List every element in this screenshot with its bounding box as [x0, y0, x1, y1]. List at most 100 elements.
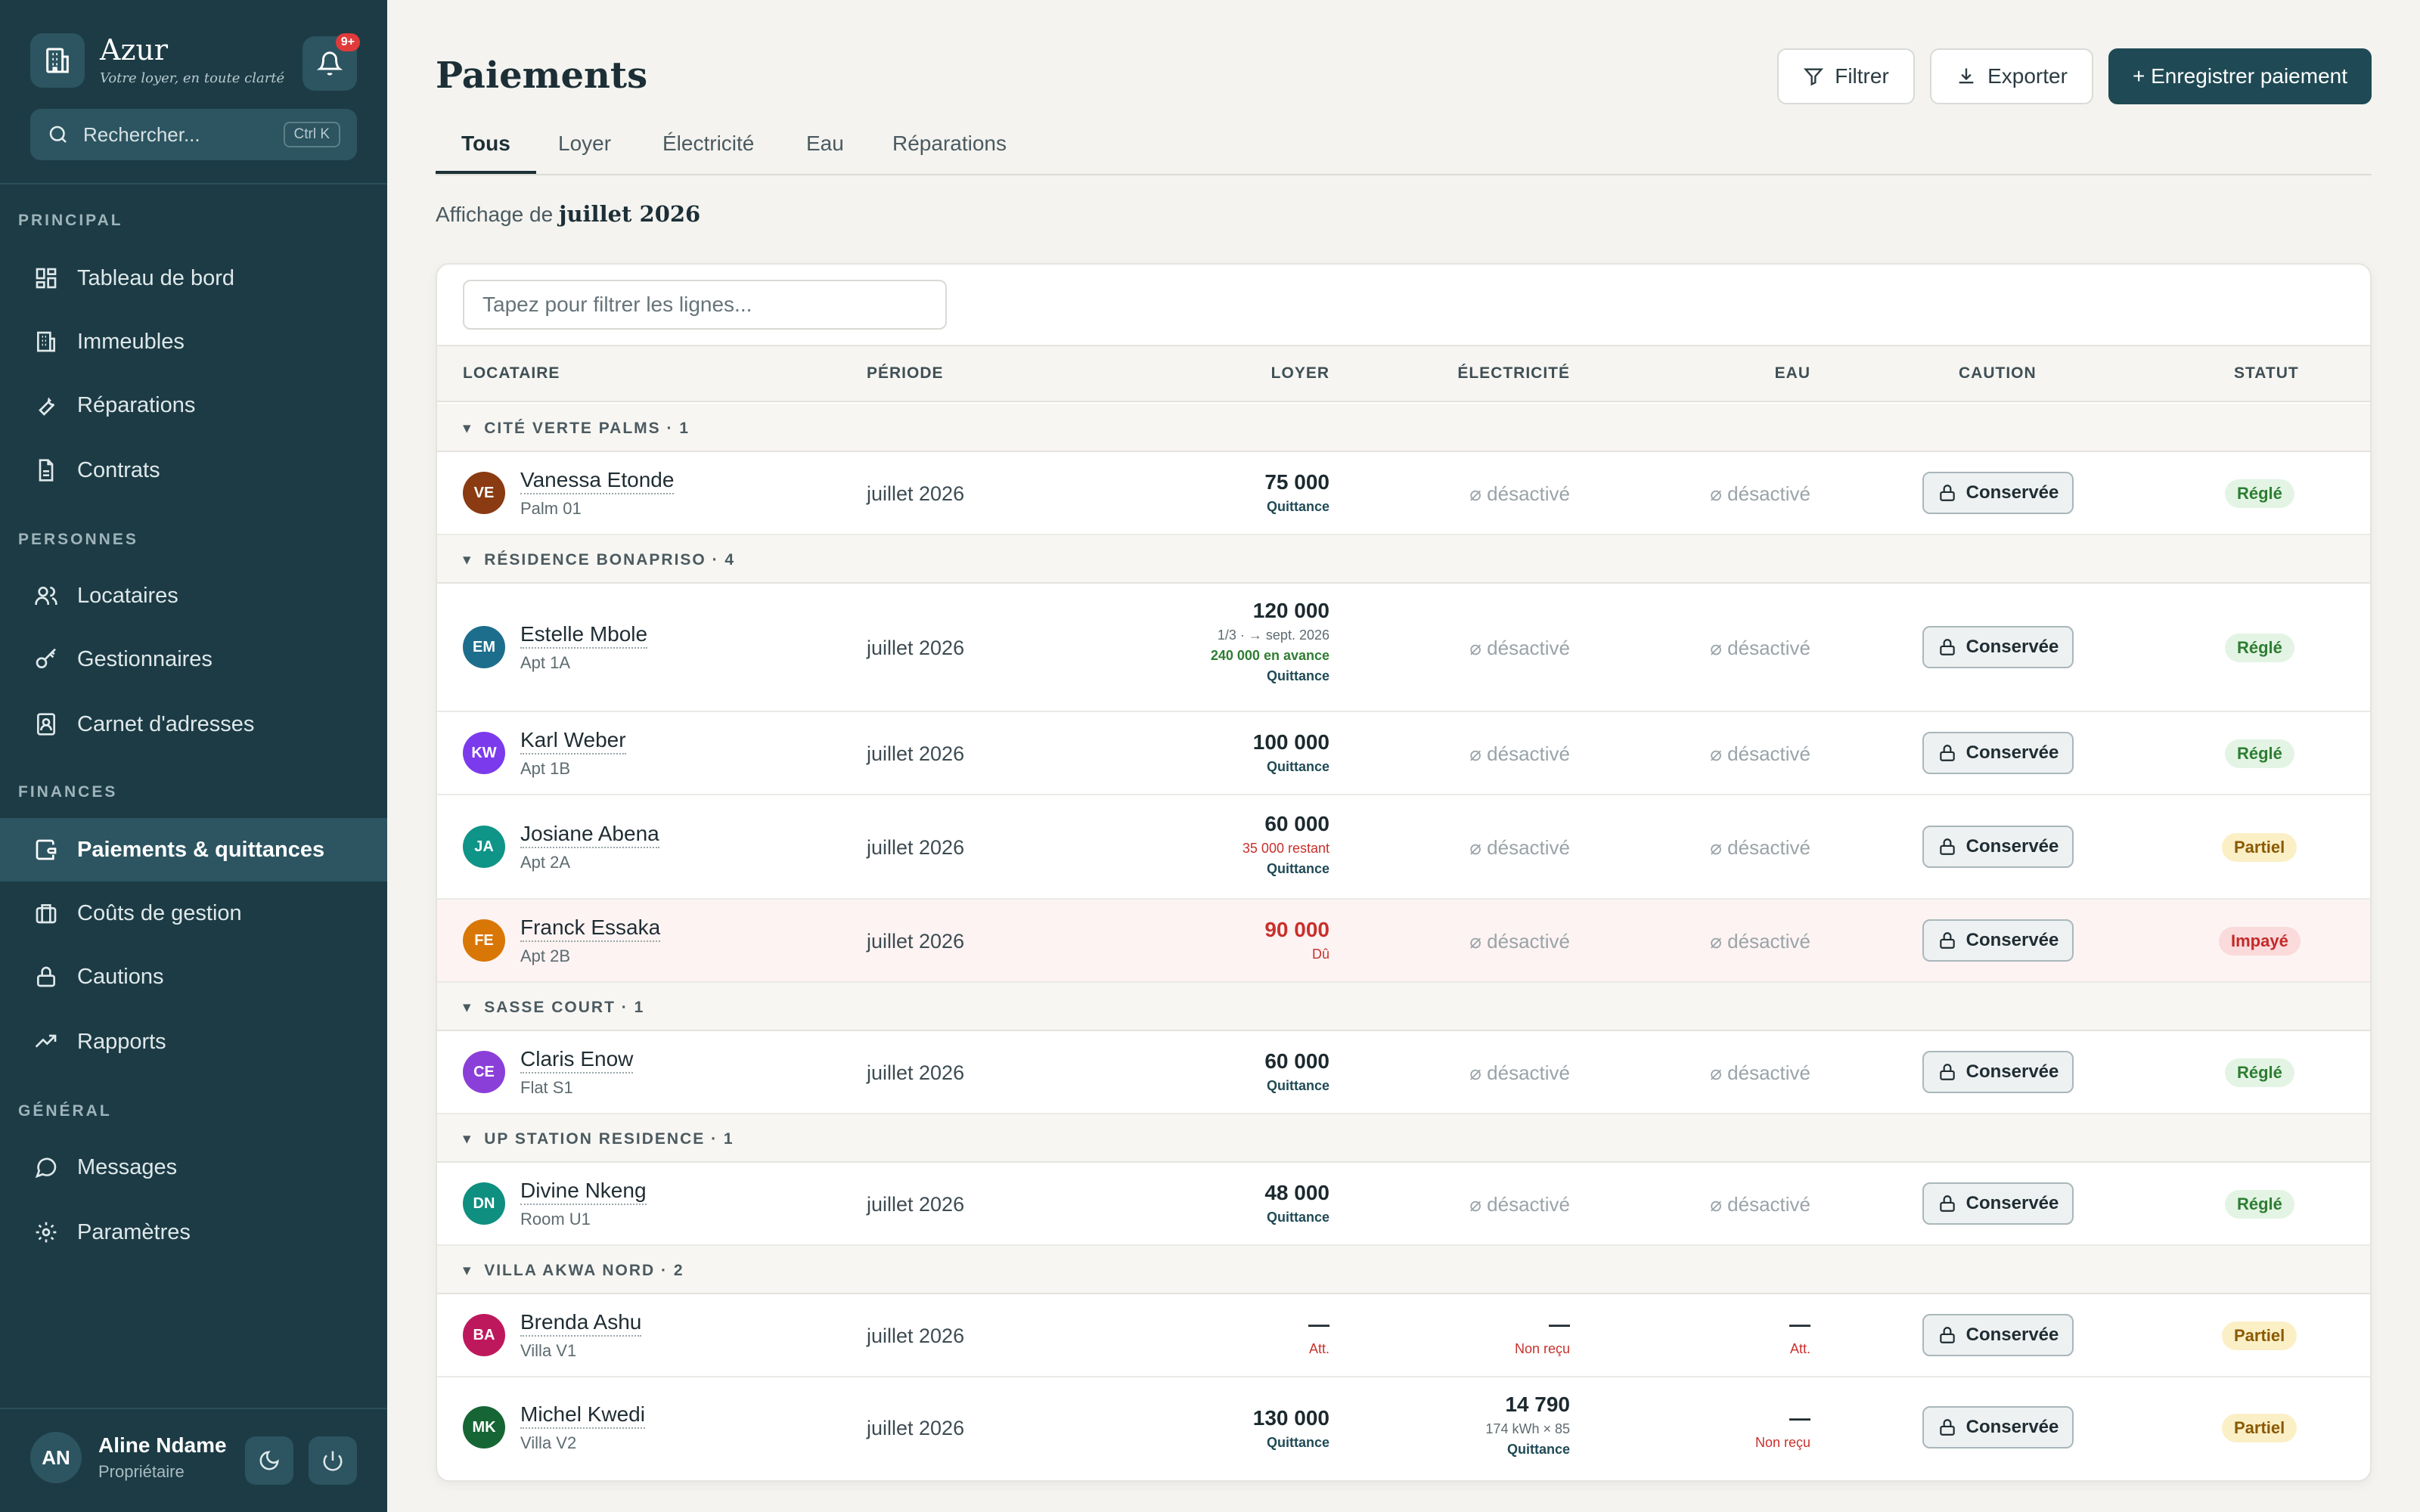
- table-row[interactable]: MK Michel Kwedi Villa V2 juillet 2026 13…: [437, 1377, 2370, 1480]
- record-payment-button[interactable]: + Enregistrer paiement: [2108, 48, 2372, 104]
- water-amount: —: [1789, 1406, 1810, 1430]
- group-label: ▾ UP STATION RESIDENCE · 1: [463, 1130, 734, 1148]
- deposit-button[interactable]: Conservée: [1922, 826, 2074, 868]
- rent-cell: 75 000 Quittance: [1264, 470, 1329, 515]
- deposit-button[interactable]: Conservée: [1922, 1406, 2074, 1448]
- sidebar-item-messages[interactable]: Messages: [0, 1136, 387, 1199]
- sidebar-item-deposits[interactable]: Cautions: [0, 945, 387, 1009]
- receipt-link[interactable]: Quittance: [1266, 1210, 1329, 1225]
- period-cell: juillet 2026: [867, 482, 965, 505]
- sidebar-item-label: Carnet d'adresses: [77, 711, 255, 736]
- deposit-button[interactable]: Conservée: [1922, 1314, 2074, 1356]
- receipt-link[interactable]: Quittance: [1266, 1078, 1329, 1093]
- deposit-button[interactable]: Conservée: [1922, 1182, 2074, 1225]
- lock-icon: [1938, 1062, 1957, 1082]
- table-row[interactable]: VE Vanessa Etonde Palm 01 juillet 2026 7…: [437, 452, 2370, 535]
- export-button[interactable]: Exporter: [1930, 48, 2093, 104]
- sidebar-item-contacts[interactable]: Carnet d'adresses: [0, 692, 387, 756]
- due-label: Dû: [1311, 947, 1329, 962]
- avatar: JA: [463, 826, 505, 868]
- tenant-name[interactable]: Franck Essaka: [520, 915, 661, 942]
- sidebar-item-dashboard[interactable]: Tableau de bord: [0, 246, 387, 310]
- row-filter-input[interactable]: [463, 280, 947, 330]
- table-row[interactable]: JA Josiane Abena Apt 2A juillet 2026 60 …: [437, 795, 2370, 900]
- table-row[interactable]: DN Divine Nkeng Room U1 juillet 2026 48 …: [437, 1163, 2370, 1246]
- table-row[interactable]: CE Claris Enow Flat S1 juillet 2026 60 0…: [437, 1031, 2370, 1114]
- group-header[interactable]: ▾ SASSE COURT · 1: [437, 983, 2370, 1031]
- search-input[interactable]: [83, 122, 284, 147]
- tenant-name[interactable]: Divine Nkeng: [520, 1178, 647, 1205]
- user-name: Aline Ndame: [98, 1433, 227, 1457]
- deposit-button[interactable]: Conservée: [1922, 732, 2074, 774]
- water-disabled: ⌀ désactivé: [1710, 836, 1810, 859]
- electricity-amount: —: [1549, 1312, 1570, 1336]
- receipt-link[interactable]: Quittance: [1266, 499, 1329, 514]
- table-row[interactable]: FE Franck Essaka Apt 2B juillet 2026 90 …: [437, 900, 2370, 983]
- deposit-button[interactable]: Conservée: [1922, 919, 2074, 962]
- group-name: RÉSIDENCE BONAPRISO · 4: [484, 551, 736, 569]
- status-badge: Partiel: [2222, 1414, 2297, 1442]
- period-cell: juillet 2026: [867, 637, 965, 659]
- electricity-disabled: ⌀ désactivé: [1469, 742, 1570, 765]
- deposit-button[interactable]: Conservée: [1922, 626, 2074, 668]
- group-name: VILLA AKWA NORD · 2: [484, 1262, 684, 1279]
- tab-all[interactable]: Tous: [436, 132, 536, 174]
- sidebar-item-costs[interactable]: Coûts de gestion: [0, 881, 387, 945]
- tab-electricity[interactable]: Électricité: [662, 132, 755, 155]
- notifications-button[interactable]: 9+: [302, 33, 360, 91]
- col-status[interactable]: STATUT: [2234, 364, 2299, 382]
- group-header[interactable]: ▾ UP STATION RESIDENCE · 1: [437, 1114, 2370, 1163]
- rent-amount: 130 000: [1252, 1406, 1329, 1430]
- tenant-unit: Apt 1A: [520, 652, 571, 672]
- group-header[interactable]: ▾ RÉSIDENCE BONAPRISO · 4: [437, 535, 2370, 584]
- table-row[interactable]: EM Estelle Mbole Apt 1A juillet 2026 120…: [437, 584, 2370, 712]
- sidebar-item-repairs[interactable]: Réparations: [0, 373, 387, 437]
- rent-cell: 48 000 Quittance: [1264, 1181, 1329, 1225]
- tenant-name[interactable]: Brenda Ashu: [520, 1309, 642, 1337]
- rent-amount: 60 000: [1264, 1049, 1329, 1073]
- table-row[interactable]: BA Brenda Ashu Villa V1 juillet 2026 — A…: [437, 1294, 2370, 1377]
- tenant-name[interactable]: Josiane Abena: [520, 821, 659, 848]
- tenant-name[interactable]: Estelle Mbole: [520, 621, 648, 649]
- tab-rent[interactable]: Loyer: [558, 132, 612, 155]
- col-tenant[interactable]: LOCATAIRE: [463, 364, 560, 382]
- group-header[interactable]: ▾ VILLA AKWA NORD · 2: [437, 1246, 2370, 1294]
- sidebar-item-managers[interactable]: Gestionnaires: [0, 627, 387, 691]
- filter-button[interactable]: Filtrer: [1777, 48, 1915, 104]
- tenant-name[interactable]: Michel Kwedi: [520, 1402, 645, 1429]
- group-header[interactable]: ▾ CITÉ VERTE PALMS · 1: [437, 404, 2370, 452]
- sidebar-item-label: Coûts de gestion: [77, 900, 242, 925]
- col-period[interactable]: PÉRIODE: [867, 364, 944, 382]
- sidebar-item-reports[interactable]: Rapports: [0, 1010, 387, 1074]
- tenant-name[interactable]: Vanessa Etonde: [520, 467, 675, 494]
- electricity-receipt-link[interactable]: Quittance: [1506, 1442, 1570, 1457]
- receipt-link[interactable]: Quittance: [1266, 759, 1329, 774]
- sidebar-item-tenants[interactable]: Locataires: [0, 564, 387, 627]
- receipt-link[interactable]: Quittance: [1266, 861, 1329, 876]
- col-water[interactable]: EAU: [1774, 364, 1810, 382]
- col-deposit[interactable]: CAUTION: [1959, 364, 2037, 382]
- sidebar-search[interactable]: Ctrl K: [30, 109, 357, 160]
- avatar: BA: [463, 1314, 505, 1356]
- receipt-link[interactable]: Quittance: [1266, 1435, 1329, 1450]
- table-row[interactable]: KW Karl Weber Apt 1B juillet 2026 100 00…: [437, 712, 2370, 795]
- sidebar-item-contracts[interactable]: Contrats: [0, 438, 387, 502]
- tenant-name[interactable]: Claris Enow: [520, 1046, 634, 1074]
- col-electricity[interactable]: ÉLECTRICITÉ: [1457, 364, 1570, 382]
- deposit-button[interactable]: Conservée: [1922, 1051, 2074, 1093]
- period-cell: juillet 2026: [867, 836, 965, 859]
- receipt-link[interactable]: Quittance: [1266, 668, 1329, 683]
- deposit-button[interactable]: Conservée: [1922, 472, 2074, 514]
- sidebar-item-payments[interactable]: Paiements & quittances: [0, 818, 387, 881]
- tenant-name[interactable]: Karl Weber: [520, 727, 626, 754]
- theme-toggle-button[interactable]: [245, 1436, 293, 1485]
- tab-repairs[interactable]: Réparations: [892, 132, 1007, 155]
- brand[interactable]: Azur Votre loyer, en toute clarté: [30, 33, 284, 88]
- sidebar-item-settings[interactable]: Paramètres: [0, 1201, 387, 1264]
- col-rent[interactable]: LOYER: [1270, 364, 1329, 382]
- logout-button[interactable]: [309, 1436, 357, 1485]
- sidebar-item-buildings[interactable]: Immeubles: [0, 310, 387, 373]
- user-profile[interactable]: AN Aline Ndame Propriétaire: [30, 1432, 227, 1483]
- tab-water[interactable]: Eau: [806, 132, 844, 155]
- avatar: MK: [463, 1406, 505, 1448]
